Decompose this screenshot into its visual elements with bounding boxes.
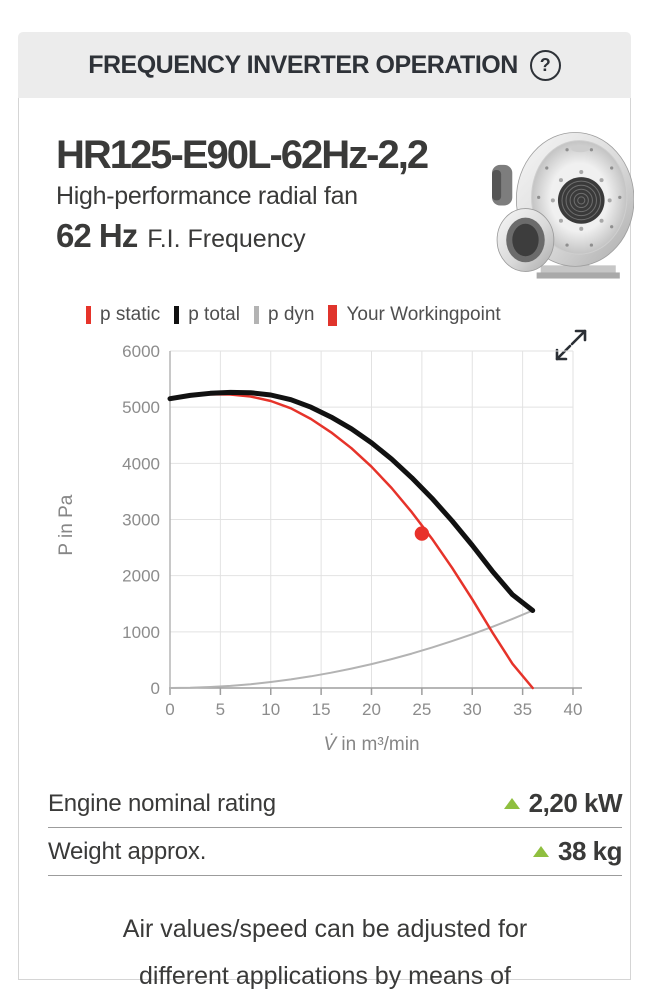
svg-text:15: 15 — [312, 700, 331, 719]
svg-text:P in Pa: P in Pa — [56, 494, 77, 555]
legend-item-workingpoint[interactable]: Your Workingpoint — [328, 304, 501, 326]
svg-text:1000: 1000 — [122, 623, 160, 642]
svg-text:30: 30 — [463, 700, 482, 719]
expand-chart-icon[interactable] — [549, 323, 593, 367]
svg-text:6000: 6000 — [122, 342, 160, 361]
fan-product-image — [492, 132, 634, 279]
spec-number: 38 kg — [558, 836, 623, 866]
svg-text:2000: 2000 — [122, 567, 160, 586]
fan-inlet-dark — [492, 170, 502, 201]
spec-row-weight: Weight approx. 38 kg — [48, 828, 623, 876]
svg-text:25: 25 — [412, 700, 431, 719]
spec-label: Engine nominal rating — [48, 789, 276, 817]
chart-legend: p static p total p dyn Your Workingpoint — [86, 304, 501, 326]
product-description: Air values/speed can be adjusted for dif… — [122, 915, 528, 990]
svg-text:35: 35 — [513, 700, 532, 719]
legend-item-p-static[interactable]: p static — [86, 304, 160, 326]
spec-label: Weight approx. — [48, 837, 207, 865]
svg-text:5: 5 — [216, 700, 225, 719]
fan-logo — [571, 145, 590, 153]
svg-text:0: 0 — [165, 700, 174, 719]
legend-marker-workingpoint — [328, 304, 338, 326]
legend-item-p-total[interactable]: p total — [174, 304, 240, 326]
frequency-label: F.I. Frequency — [147, 225, 306, 253]
increase-triangle-icon — [533, 846, 549, 857]
legend-item-p-dyn[interactable]: p dyn — [253, 304, 315, 326]
svg-text:40: 40 — [564, 700, 583, 719]
spec-value: 2,20 kW — [503, 788, 623, 819]
spec-number: 2,20 kW — [528, 788, 623, 818]
legend-label-p-total: p total — [188, 304, 240, 325]
svg-text:4000: 4000 — [122, 454, 160, 473]
legend-label-workingpoint: Your Workingpoint — [346, 304, 501, 325]
svg-text:3000: 3000 — [122, 511, 160, 530]
fan-grille — [550, 170, 612, 231]
fan-base-foot — [536, 272, 620, 279]
frequency-line: 62 Hz F.I. Frequency — [56, 217, 306, 255]
spec-row-engine-rating: Engine nominal rating 2,20 kW — [48, 780, 623, 828]
fan-performance-chart: 0 5 10 15 20 25 30 35 40 0 1000 2000 3000 4000 5000 600… — [56, 342, 583, 755]
frequency-value: 62 Hz — [56, 217, 138, 254]
svg-text:0: 0 — [151, 679, 160, 698]
fan-base-top — [540, 265, 616, 274]
product-subtitle: High-performance radial fan — [56, 182, 358, 210]
help-icon-glyph: ? — [539, 54, 551, 75]
spec-table: Engine nominal rating 2,20 kW Weight app… — [48, 780, 623, 876]
fan-outlet — [496, 208, 555, 272]
legend-label-p-static: p static — [100, 304, 161, 325]
svg-text:20: 20 — [362, 700, 381, 719]
svg-text:10: 10 — [261, 700, 280, 719]
help-icon[interactable]: ? — [529, 49, 561, 81]
fan-rivets — [537, 148, 622, 247]
product-model: HR125-E90L-62Hz-2,2 — [56, 133, 429, 177]
section-header: FREQUENCY INVERTER OPERATION ? — [18, 32, 631, 98]
svg-text:V̇ in m³/min: V̇ in m³/min — [323, 734, 419, 755]
legend-marker-p-total — [174, 306, 180, 324]
spec-value: 38 kg — [533, 836, 623, 867]
svg-text:5000: 5000 — [122, 398, 160, 417]
legend-marker-p-dyn — [253, 306, 259, 324]
legend-marker-p-static — [86, 306, 91, 324]
increase-triangle-icon — [503, 798, 520, 809]
section-title: FREQUENCY INVERTER OPERATION — [88, 50, 518, 79]
legend-label-p-dyn: p dyn — [267, 304, 315, 325]
